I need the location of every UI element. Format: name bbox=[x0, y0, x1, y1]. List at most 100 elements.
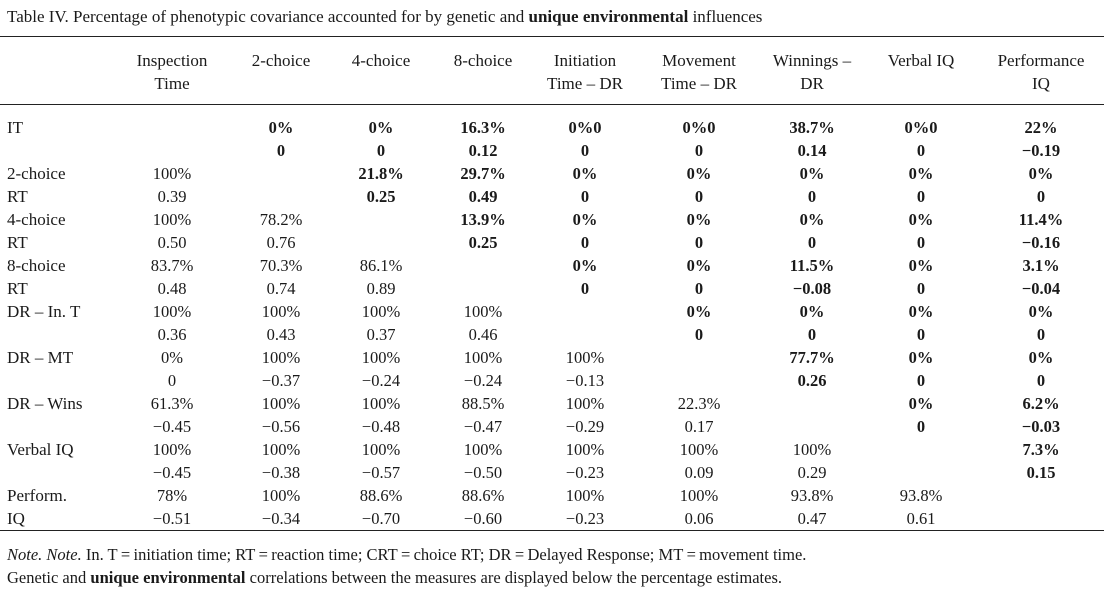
table-cell: 100% bbox=[261, 440, 301, 459]
table-cell: 100% bbox=[792, 440, 832, 459]
table-cell: 0 bbox=[276, 141, 286, 160]
table-cell: −0.56 bbox=[261, 417, 301, 436]
table-cell: 22% bbox=[1024, 118, 1058, 137]
table-cell: 0% bbox=[908, 256, 934, 275]
table-cell: −0.48 bbox=[361, 417, 401, 436]
table-cell: 0% bbox=[686, 302, 712, 321]
row-label: Perform. bbox=[7, 486, 67, 505]
table-cell: 0% bbox=[686, 210, 712, 229]
table-cell: 0 bbox=[916, 233, 926, 252]
column-header-line-1: Winnings – bbox=[772, 51, 852, 70]
table-cell: 11.4% bbox=[1018, 210, 1064, 229]
table-cell: 0.76 bbox=[266, 233, 296, 252]
top-rule bbox=[0, 36, 1104, 37]
table-cell: 0 bbox=[916, 279, 926, 298]
table-cell: −0.04 bbox=[1021, 279, 1061, 298]
table-cell: 0.12 bbox=[468, 141, 498, 160]
table-cell: 0.26 bbox=[797, 371, 827, 390]
table-cell: 0.29 bbox=[797, 463, 827, 482]
table-cell: 0.17 bbox=[684, 417, 714, 436]
column-header-line-1: 2-choice bbox=[251, 51, 311, 70]
table-cell: −0.03 bbox=[1021, 417, 1061, 436]
table-cell: 100% bbox=[261, 394, 301, 413]
table-cell: 0.43 bbox=[266, 325, 296, 344]
column-header: Verbal IQ bbox=[888, 49, 955, 72]
column-header: Inspection Time bbox=[137, 49, 208, 95]
table-cell: 100% bbox=[361, 440, 401, 459]
table-cell: 0 bbox=[694, 187, 704, 206]
table-cell: 100% bbox=[565, 486, 605, 505]
table-cell: 0% bbox=[908, 210, 934, 229]
table-cell: 93.8% bbox=[899, 486, 943, 505]
table-cell: −0.19 bbox=[1021, 141, 1061, 160]
table-cell: 70.3% bbox=[259, 256, 303, 275]
table-cell: 0 bbox=[694, 279, 704, 298]
row-label: DR – In. T bbox=[7, 302, 81, 321]
table-cell: 0% bbox=[572, 210, 598, 229]
table-cell: 100% bbox=[261, 348, 301, 367]
table-cell: 0 bbox=[1036, 187, 1046, 206]
column-header: Movement Time – DR bbox=[661, 49, 737, 95]
table-cell: 0 bbox=[580, 187, 590, 206]
table-cell: 100% bbox=[152, 164, 192, 183]
table-cell: 0.47 bbox=[797, 509, 827, 528]
table-cell: 0.25 bbox=[468, 233, 498, 252]
table-cell: 93.8% bbox=[790, 486, 834, 505]
table-cell: 0%0 bbox=[904, 118, 938, 137]
table-cell: 88.5% bbox=[461, 394, 505, 413]
table-cell: 0.39 bbox=[157, 187, 187, 206]
table-cell: −0.24 bbox=[463, 371, 503, 390]
table-cell: −0.08 bbox=[792, 279, 832, 298]
table-cell: 0 bbox=[807, 233, 817, 252]
table-cell: 0.49 bbox=[468, 187, 498, 206]
table-cell: 100% bbox=[463, 348, 503, 367]
table-cell: 0 bbox=[916, 417, 926, 436]
table-cell: 0.37 bbox=[366, 325, 396, 344]
table-cell: 38.7% bbox=[789, 118, 835, 137]
table-cell: 0% bbox=[908, 302, 934, 321]
table-cell: 0 bbox=[916, 141, 926, 160]
column-header: Winnings – DR bbox=[773, 49, 851, 95]
table-cell: −0.34 bbox=[261, 509, 301, 528]
table-cell: 0 bbox=[580, 141, 590, 160]
table-cell: 0.15 bbox=[1026, 463, 1056, 482]
column-header-line-1: Inspection bbox=[136, 51, 208, 70]
column-header: 2-choice bbox=[252, 49, 311, 72]
table-cell: 0% bbox=[1028, 302, 1054, 321]
table-cell: 0 bbox=[916, 325, 926, 344]
column-header-line-1: 8-choice bbox=[453, 51, 513, 70]
column-header: 8-choice bbox=[454, 49, 513, 72]
table-cell: 0% bbox=[686, 256, 712, 275]
table-cell: −0.45 bbox=[152, 417, 192, 436]
table-cell: −0.57 bbox=[361, 463, 401, 482]
table-cell: 0% bbox=[686, 164, 712, 183]
caption-prefix: Table IV. Percentage of phenotypic covar… bbox=[7, 7, 529, 26]
table-cell: 100% bbox=[152, 440, 192, 459]
row-label: RT bbox=[7, 279, 28, 298]
column-header: Performance IQ bbox=[998, 49, 1085, 95]
column-header-line-1: 4-choice bbox=[351, 51, 411, 70]
column-header-line-2: DR bbox=[800, 74, 824, 93]
table-note-line-1: Note. Note. In. T = initiation time; RT … bbox=[7, 545, 806, 565]
table-cell: −0.47 bbox=[463, 417, 503, 436]
table-cell: 0.50 bbox=[157, 233, 187, 252]
note-suffix: correlations between the measures are di… bbox=[245, 568, 782, 587]
table-cell: 0.36 bbox=[157, 325, 187, 344]
table-cell: 6.2% bbox=[1022, 394, 1060, 413]
table-cell: −0.37 bbox=[261, 371, 301, 390]
table-cell: 100% bbox=[261, 486, 301, 505]
table-cell: 0.74 bbox=[266, 279, 296, 298]
caption-suffix: influences bbox=[688, 7, 763, 26]
table-cell: 0.48 bbox=[157, 279, 187, 298]
note-italic: Note. Note. bbox=[7, 545, 82, 564]
table-cell: 100% bbox=[565, 348, 605, 367]
row-label: IT bbox=[7, 118, 24, 137]
table-cell: 0.89 bbox=[366, 279, 396, 298]
table-cell: 0% bbox=[799, 164, 825, 183]
table-cell: 86.1% bbox=[359, 256, 403, 275]
table-cell: −0.16 bbox=[1021, 233, 1061, 252]
table-caption: Table IV. Percentage of phenotypic covar… bbox=[7, 7, 762, 27]
table-cell: −0.23 bbox=[565, 509, 605, 528]
table-cell: 0%0 bbox=[682, 118, 716, 137]
table-cell: 0% bbox=[908, 394, 934, 413]
